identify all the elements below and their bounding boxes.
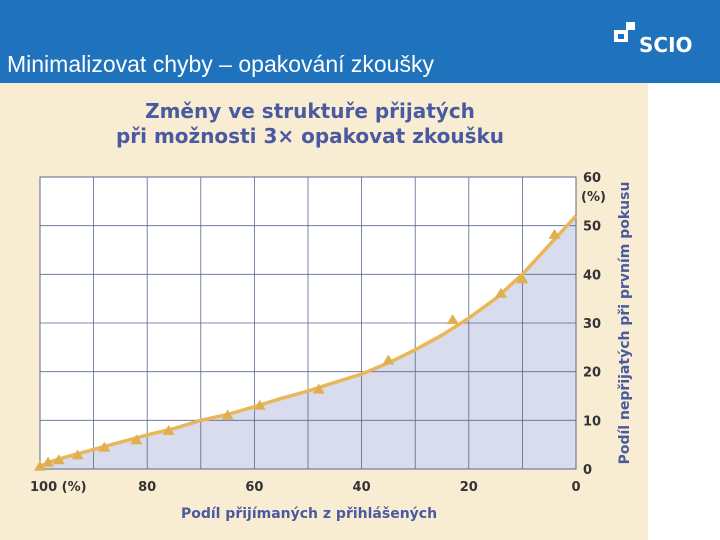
x-axis-label: Podíl přijímaných z přihlášených [181, 506, 437, 522]
slide-title: Minimalizovat chyby – opakování zkoušky [7, 51, 434, 77]
data-point-marker [42, 456, 55, 467]
data-point-marker [253, 399, 266, 410]
y-tick-label: 10 [583, 414, 601, 429]
scio-logo: SCIO [614, 22, 693, 54]
data-point-marker [71, 449, 84, 460]
chart-title-line-1: Změny ve struktuře přijatých [145, 99, 475, 123]
data-point-marker [312, 383, 325, 394]
header-bar: Minimalizovat chyby – opakování zkoušky … [0, 0, 720, 83]
y-tick-label: 40 [583, 268, 601, 283]
data-point-marker [52, 454, 65, 465]
y-tick-label: 60 [583, 171, 601, 186]
data-point-marker [548, 228, 561, 239]
y-tick-label: 0 [583, 463, 592, 478]
data-point-marker [494, 287, 507, 298]
y-tick-label: 30 [583, 317, 601, 332]
y-tick-label: 20 [583, 366, 601, 381]
data-point-marker [516, 273, 529, 284]
data-point-marker [130, 434, 143, 445]
y-tick-label: 50 [583, 220, 601, 235]
chart-title: Změny ve struktuře přijatých při možnost… [100, 99, 520, 149]
svg-text:SCIO: SCIO [639, 33, 693, 54]
y-unit-label: (%) [581, 190, 606, 205]
y-axis-label: Podíl nepřijatých při prvním pokusu [617, 182, 633, 465]
x-tick-label: 20 [460, 480, 478, 495]
data-point-marker [446, 314, 459, 325]
x-tick-label: 40 [353, 480, 371, 495]
plot-border [39, 176, 577, 470]
x-tick-label: 100 (%) [30, 480, 87, 495]
chart-title-line-2: při možnosti 3× opakovat zkoušku [115, 124, 505, 148]
x-tick-label: 60 [245, 480, 263, 495]
data-point-marker [98, 441, 111, 452]
x-tick-label: 0 [571, 480, 580, 495]
series-line [39, 214, 578, 469]
data-point-marker [34, 460, 46, 471]
data-point-marker [221, 409, 234, 420]
area-fill [40, 215, 576, 469]
data-point-marker [382, 354, 395, 365]
data-point-marker [162, 425, 175, 436]
x-tick-label: 80 [138, 480, 156, 495]
